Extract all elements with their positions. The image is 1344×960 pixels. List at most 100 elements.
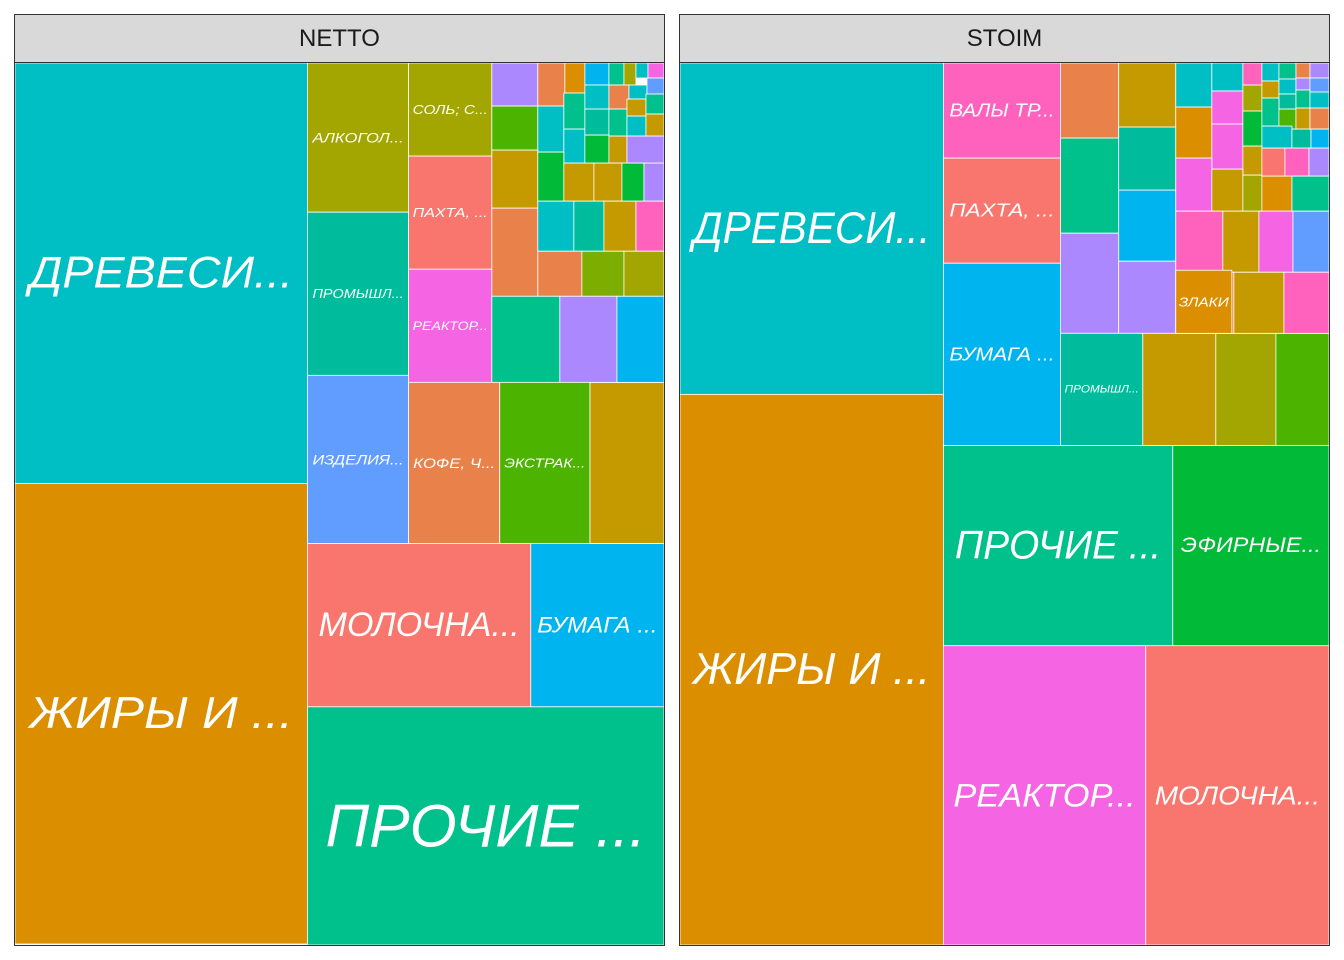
treemap-tile-label: ПРОМЫШЛ... (1065, 383, 1139, 395)
treemap-tile-small (491, 149, 539, 209)
treemap-tile-small (559, 295, 618, 383)
treemap-tile (1175, 269, 1233, 334)
treemap-tile-small (1309, 107, 1329, 130)
treemap-tile-label: ЭКСТРАК... (504, 455, 585, 470)
treemap-tile (307, 63, 410, 213)
treemap-tile (408, 63, 493, 157)
treemap-tile-label: БУМАГА ... (537, 613, 657, 638)
treemap-tile-small (563, 92, 586, 130)
treemap-tile-small (626, 135, 664, 164)
treemap-tile-label: ИЗДЕЛИЯ... (312, 451, 403, 467)
treemap-tile-small (1211, 90, 1244, 125)
treemap-tile-small (1175, 63, 1213, 108)
treemap-tile-small (1261, 80, 1280, 99)
treemap-tile-small (1060, 137, 1120, 234)
treemap-tile-small (584, 84, 610, 110)
treemap-tile-label: КОФЕ, Ч... (413, 455, 495, 471)
treemap-tile-small (1278, 63, 1297, 80)
treemap-tile-small (537, 250, 583, 297)
treemap-tile-label: ЗЛАКИ (1179, 294, 1230, 309)
treemap-tile-label: ДРЕВЕСИ... (688, 204, 930, 253)
treemap-tile-small (491, 207, 539, 297)
treemap-tile-small (563, 128, 586, 164)
treemap-tile-label: ЭФИРНЫЕ... (1181, 534, 1321, 557)
treemap-tile-small (1309, 63, 1329, 79)
panel-netto: NETTO ДРЕВЕСИ... ЖИРЫ И ... ПРОЧИЕ ... МОЛО… (14, 14, 665, 946)
treemap-tile-small (1292, 210, 1329, 273)
treemap-tile-small (491, 295, 561, 383)
treemap-tile-small (621, 162, 645, 202)
treemap-tile-small (608, 84, 630, 110)
treemap-netto-svg: ДРЕВЕСИ... ЖИРЫ И ... ПРОЧИЕ ... МОЛОЧНА...… (15, 63, 664, 945)
treemap-tile-small (593, 162, 623, 202)
treemap-tile-small (1211, 168, 1244, 212)
treemap-tile-small (537, 200, 575, 252)
treemap-tile-small (1118, 126, 1177, 191)
treemap-tile-label: ДРЕВЕСИ... (24, 249, 293, 298)
treemap-tile-small (1291, 175, 1329, 212)
treemap-tile-small (1242, 110, 1263, 147)
treemap-tile-small (573, 200, 605, 252)
treemap-tile-small (1118, 63, 1177, 128)
treemap-tile-small (1175, 210, 1224, 273)
treemap-tile-small (1215, 332, 1277, 446)
treemap-tile-small (603, 200, 637, 252)
treemap-tile-small (1308, 147, 1329, 177)
treemap-tile (15, 63, 308, 484)
treemap-tile-label: ПРОМЫШЛ... (312, 286, 403, 301)
treemap-tile (943, 645, 1147, 945)
treemap-tile (408, 155, 493, 270)
treemap-tile-small (1261, 63, 1280, 82)
treemap-tile (408, 381, 501, 544)
treemap-tile-small (1222, 210, 1260, 273)
treemap-tile-small (608, 135, 628, 164)
treemap-tile-label: МОЛОЧНА... (1155, 780, 1320, 810)
treemap-tile-small (1284, 147, 1310, 177)
treemap-tile-small (563, 162, 595, 202)
treemap-tile-small (1175, 157, 1213, 212)
treemap-tile (1172, 445, 1329, 647)
treemap-tile-label: ПРОЧИЕ ... (325, 792, 645, 859)
treemap-tile-small (646, 77, 664, 95)
treemap-tile-small (1283, 271, 1329, 334)
treemap-tile (680, 63, 944, 395)
treemap-tile-small (608, 63, 625, 86)
treemap-tile-small (1278, 78, 1297, 95)
treemap-tile-label: ЖИРЫ И ... (27, 689, 293, 738)
treemap-tile (408, 268, 493, 383)
treemap-tile-small (628, 84, 648, 100)
treemap-tile (943, 445, 1174, 647)
treemap-tile (307, 374, 410, 544)
treemap-tile-small (1278, 93, 1297, 110)
treemap-tile-small (1233, 271, 1285, 334)
treemap-tile-small (623, 250, 664, 297)
treemap-tile-small (491, 63, 539, 107)
treemap-stoim-svg: ДРЕВЕСИ... ЖИРЫ И ... РЕАКТОР... МОЛОЧНА...… (680, 63, 1329, 945)
treemap-tile (1145, 645, 1329, 945)
treemap-tile-small (491, 105, 539, 151)
treemap-tile-small (1211, 123, 1244, 170)
treemap-tile-small (581, 250, 625, 297)
treemap-tile-small (1118, 260, 1177, 334)
treemap-tile-small (635, 63, 649, 79)
treemap-tile (680, 393, 944, 945)
treemap-tile-small (584, 63, 610, 86)
treemap-tile-small (1242, 84, 1263, 112)
treemap-tile-label: РЕАКТОР... (953, 777, 1135, 813)
treemap-tile-small (537, 63, 566, 107)
treemap-tile-small (584, 108, 610, 136)
treemap-tile-label: АЛКОГОЛ... (311, 130, 403, 146)
treemap-tile-small (1275, 332, 1329, 446)
treemap-tile-label: МОЛОЧНА... (318, 606, 519, 644)
treemap-tile-small (1261, 125, 1293, 149)
treemap-tile-small (1118, 189, 1177, 262)
treemap-tile-small (1309, 77, 1329, 93)
treemap-tile (943, 63, 1061, 159)
treemap-tile-small (1060, 63, 1120, 139)
treemap-tile-label: ПРОЧИЕ ... (955, 524, 1161, 568)
treemap-tile-small (1242, 145, 1263, 176)
treemap-tile-small (616, 295, 664, 383)
treemap-tile-small (1242, 63, 1263, 86)
treemap-tile (1060, 332, 1144, 446)
treemap-tile-small (647, 63, 664, 79)
